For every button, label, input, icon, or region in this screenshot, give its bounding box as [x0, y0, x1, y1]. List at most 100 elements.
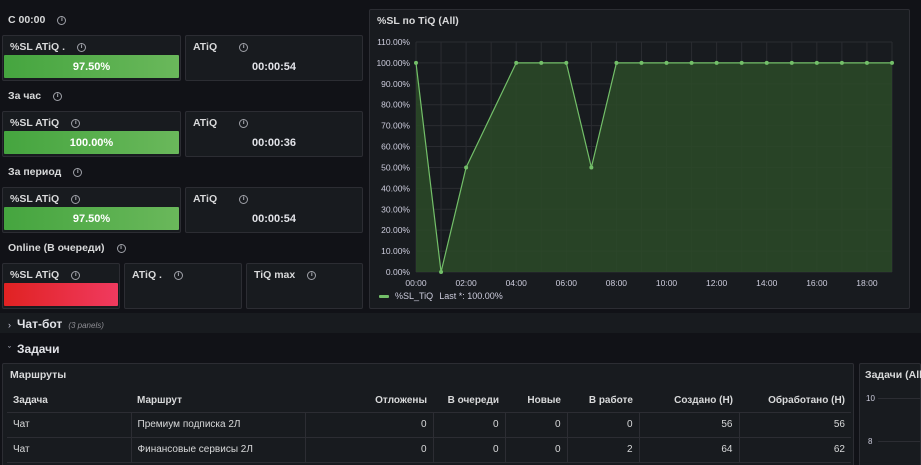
x-tick-label: 18:00	[856, 278, 878, 288]
x-tick-label: 10:00	[656, 278, 678, 288]
info-icon[interactable]: i	[239, 42, 249, 52]
chart-panel-sl-tiq[interactable]: %SL по TiQ (All) 0.00% 10.00% 20.00% 30.00%…	[369, 9, 910, 309]
panel-title-text: %SL ATiQ	[10, 117, 60, 129]
series-point	[864, 60, 869, 65]
stat-panel-tiq-max[interactable]: TiQ max i	[246, 263, 363, 309]
stat-panel-atiq-hour[interactable]: ATiQ i 00:00:36	[185, 111, 363, 157]
series-point	[814, 60, 819, 65]
section-online: Online (В очереди) i	[8, 242, 126, 254]
panel-title: ATiQ i	[193, 117, 249, 129]
series-point	[764, 60, 769, 65]
y-tick-label: 70.00%	[381, 121, 410, 131]
panel-title-text: %SL ATiQ	[10, 193, 60, 205]
series-area-fill	[416, 62, 892, 273]
column-header[interactable]: В очереди	[433, 390, 505, 413]
panel-title: %SL ATiQ i	[10, 117, 81, 129]
panel-title: ATiQ i	[193, 193, 249, 205]
row-tasks-toggle[interactable]: ˇ Задачи	[8, 342, 60, 356]
y-tick-label: 100.00%	[376, 58, 410, 68]
panel-title-text: TiQ max	[254, 269, 296, 281]
column-header[interactable]: Обработано (Н)	[739, 390, 851, 413]
panel-title-text: Маршруты	[10, 369, 67, 381]
section-label-text: С 00:00	[8, 14, 46, 26]
x-tick-label: 08:00	[606, 278, 628, 288]
info-icon[interactable]: i	[71, 118, 81, 128]
x-tick-label: 12:00	[706, 278, 728, 288]
y-tick-label: 20.00%	[381, 225, 410, 235]
series-line	[415, 62, 892, 273]
y-tick-label: 40.00%	[381, 183, 410, 193]
x-tick-label: 04:00	[506, 278, 528, 288]
routes-table-panel[interactable]: Маршруты Задача Маршрут Отложены В очереди Н…	[2, 363, 854, 465]
stat-panel-atiq-online[interactable]: ATiQ . i	[124, 263, 242, 309]
table-row[interactable]: Чат Премиум подписка 2Л 0 0 0 0 56 56	[7, 412, 851, 438]
stat-panel-atiq-period[interactable]: ATiQ i 00:00:54	[185, 187, 363, 233]
y-tick-label: 8	[868, 437, 873, 446]
tasks-all-panel[interactable]: Задачи (All) 10 8	[859, 363, 921, 465]
info-icon[interactable]: i	[307, 270, 317, 280]
sl-value-bar-empty	[4, 283, 118, 306]
legend-last-value: Last *: 100.00%	[439, 291, 503, 301]
row-panel-count: (3 panels)	[68, 321, 104, 330]
panel-title-text: %SL ATiQ	[10, 269, 60, 281]
table-cell: 0	[504, 412, 567, 438]
y-tick-label: 50.00%	[381, 162, 410, 172]
info-icon[interactable]: i	[173, 270, 183, 280]
column-header[interactable]: Создано (Н)	[639, 390, 739, 413]
row-title: Чат-бот	[17, 317, 63, 331]
stat-panel-sl-hour[interactable]: %SL ATiQ i 100.00%	[2, 111, 181, 157]
column-header[interactable]: Задача	[7, 390, 131, 413]
stat-panel-atiq-today[interactable]: ATiQ i 00:00:54	[185, 35, 363, 81]
series-point	[639, 60, 644, 65]
sl-tiq-area-chart: 0.00% 10.00% 20.00% 30.00% 40.00% 50.00% 60.00…	[376, 37, 894, 288]
series-point	[714, 60, 719, 65]
y-tick-label: 10.00%	[381, 246, 410, 256]
info-icon[interactable]: i	[57, 15, 67, 25]
table-cell: 0	[504, 437, 567, 463]
panel-title: ATiQ . i	[132, 269, 183, 281]
column-header[interactable]: Маршрут	[131, 390, 305, 413]
chart-title: %SL по TiQ (All)	[377, 15, 459, 27]
legend-swatch	[379, 294, 389, 298]
column-header[interactable]: Новые	[505, 390, 567, 413]
series-point	[839, 60, 844, 65]
series-point	[739, 60, 744, 65]
panel-title: %SL ATiQ . i	[10, 41, 87, 53]
panel-title: ATiQ i	[193, 41, 249, 53]
chart-legend[interactable]: %SL_TiQ Last *: 100.00%	[379, 291, 503, 301]
table-cell: 64	[638, 437, 739, 463]
info-icon[interactable]: i	[116, 243, 126, 253]
stat-panel-sl-period[interactable]: %SL ATiQ i 97.50%	[2, 187, 181, 233]
table-cell: 0	[566, 412, 639, 438]
info-icon[interactable]: i	[77, 42, 87, 52]
section-label-text: Online (В очереди)	[8, 242, 105, 254]
series-point	[689, 60, 694, 65]
stat-panel-sl-today[interactable]: %SL ATiQ . i 97.50%	[2, 35, 181, 81]
panel-title-text: %SL ATiQ .	[10, 41, 66, 53]
column-header[interactable]: В работе	[567, 390, 639, 413]
x-tick-label: 00:00	[405, 278, 427, 288]
table-cell: 2	[566, 437, 639, 463]
table-cell: 0	[304, 412, 433, 438]
panel-title: %SL ATiQ i	[10, 269, 81, 281]
info-icon[interactable]: i	[239, 118, 249, 128]
table-row[interactable]: Чат Финансовые сервисы 2Л 0 0 0 2 64 62	[7, 437, 851, 463]
column-header[interactable]: Отложены	[305, 390, 433, 413]
y-tick-label: 90.00%	[381, 79, 410, 89]
atiq-value: 00:00:36	[251, 137, 297, 149]
info-icon[interactable]: i	[53, 91, 63, 101]
stat-panel-sl-online[interactable]: %SL ATiQ i	[2, 263, 120, 309]
section-label-text: За час	[8, 90, 42, 102]
table-cell: 62	[738, 437, 851, 463]
info-icon[interactable]: i	[73, 167, 83, 177]
series-point	[614, 60, 619, 65]
info-icon[interactable]: i	[71, 194, 81, 204]
x-tick-label: 02:00	[455, 278, 477, 288]
info-icon[interactable]: i	[239, 194, 249, 204]
info-icon[interactable]: i	[71, 270, 81, 280]
row-chatbot-toggle[interactable]: › Чат-бот (3 panels)	[8, 317, 104, 331]
legend-series-name: %SL_TiQ	[395, 291, 434, 301]
y-tick-label: 110.00%	[377, 37, 410, 47]
section-period: За период i	[8, 166, 83, 178]
panel-title-text: Задачи (All)	[865, 369, 921, 381]
